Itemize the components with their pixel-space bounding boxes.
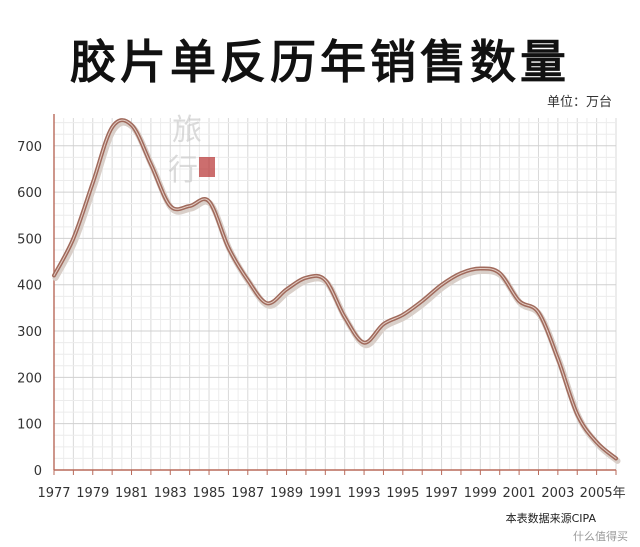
watermark-stamp: 旅 行 [168,113,215,188]
series-point [575,412,580,417]
series-point [555,356,560,361]
series-point [439,282,444,287]
x-tick-label: 2003 [541,486,574,501]
svg-text:旅: 旅 [172,113,202,148]
series-point [497,271,502,276]
series-point [303,275,308,280]
series-point [226,245,231,250]
series-line-shadow [52,119,621,464]
series-point [323,278,328,283]
series-point [284,287,289,292]
series-point [148,162,153,167]
y-tick-label: 600 [17,186,42,201]
y-tick-labels: 0 100 200 300 400 500 600 700 [17,140,42,479]
svg-text:行: 行 [168,153,198,188]
x-tick-labels: 1977 1979 1981 1983 1985 1987 1989 1991 1993 1995… [37,486,625,501]
x-tick-label: 2001 [503,486,536,501]
y-tick-label: 0 [34,464,42,479]
series-point [265,301,270,306]
series-point [71,236,76,241]
x-tick-label: 1981 [115,486,148,501]
series-point [458,271,463,276]
x-tick-label: 1989 [270,486,303,501]
series-point [110,125,115,130]
x-tick-label: 1985 [192,486,225,501]
x-tick-label: 1991 [309,486,342,501]
series-point [594,440,599,445]
series-point [381,322,386,327]
y-tick-label: 100 [17,418,42,433]
x-tick-label: 1983 [154,486,187,501]
chart-title: 胶片单反历年销售数量 [70,35,570,89]
series-point [129,122,134,127]
series-point [613,456,618,461]
series-point [206,199,211,204]
series-point [245,278,250,283]
x-tick-label: 1977 [37,486,70,501]
series-point [420,298,425,303]
series-point [361,340,366,345]
series-line-highlight [53,119,617,459]
y-tick-label: 300 [17,325,42,340]
watermark-text: 什么值得买 [573,530,628,543]
series-point [51,273,56,278]
series-point [342,315,347,320]
x-tick-label: 1997 [425,486,458,501]
series-point [517,298,522,303]
x-tick-label: 1987 [231,486,264,501]
series-point [400,312,405,317]
axes [53,114,617,475]
series-point [168,203,173,208]
x-tick-label: 1995 [386,486,419,501]
y-tick-label: 700 [17,140,42,155]
series-point [187,203,192,208]
y-tick-label: 500 [17,232,42,247]
x-tick-label: 1999 [464,486,497,501]
series-layer [51,118,621,464]
source-note: 本表数据来源CIPA [506,511,597,525]
y-tick-label: 200 [17,371,42,386]
series-point [536,310,541,315]
unit-label: 单位：万台 [547,95,612,110]
series-point [478,266,483,271]
y-tick-label: 400 [17,279,42,294]
x-tick-label: 1993 [348,486,381,501]
x-tick-label: 1979 [76,486,109,501]
series-point [90,180,95,185]
x-tick-label: 2005年 [580,486,626,501]
